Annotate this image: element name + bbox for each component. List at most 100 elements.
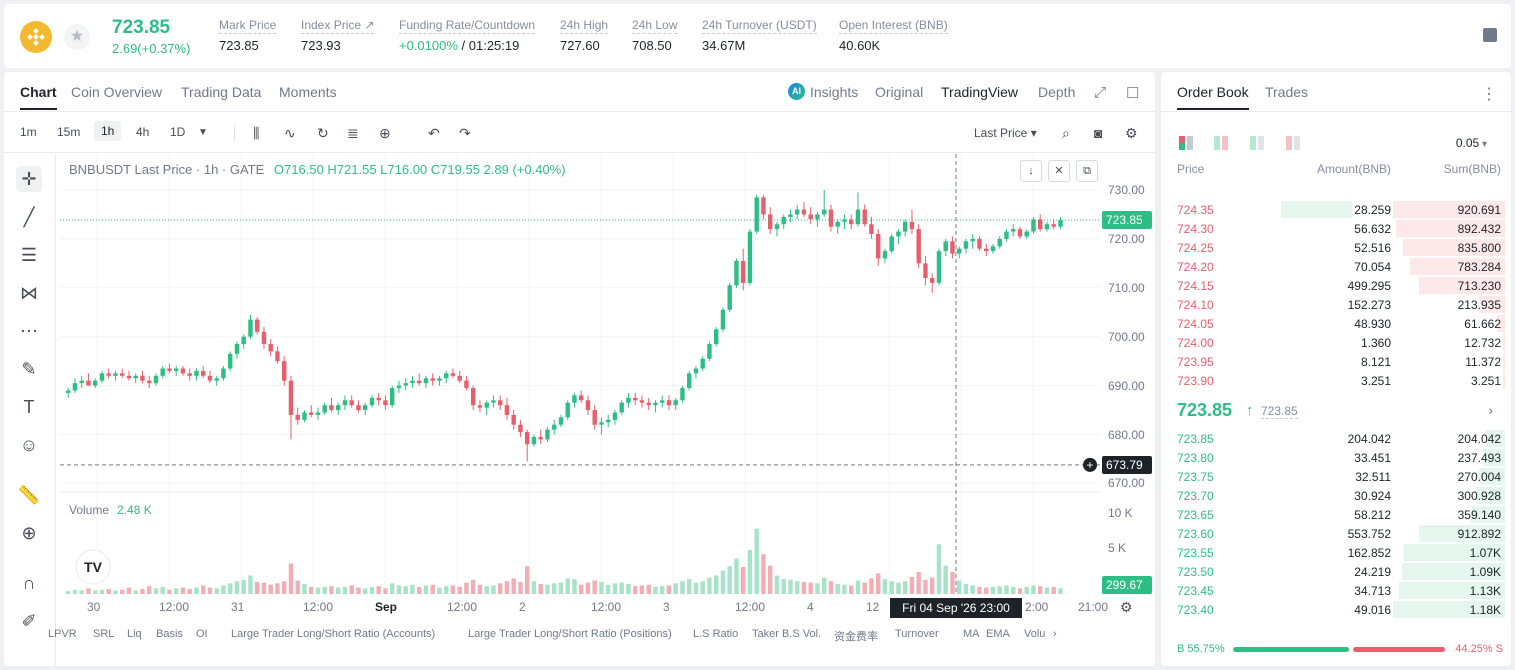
guide-book-icon[interactable] [1483,28,1497,42]
ask-row[interactable]: 723.95 8.121 11.372 [1161,352,1511,371]
undo-icon[interactable]: ↶ [428,125,440,141]
tick-size-select[interactable]: 0.05 [1456,136,1487,150]
expand-icon[interactable]: ⤢ [1094,84,1107,101]
tab-order-book[interactable]: Order Book [1177,84,1249,110]
pattern-icon[interactable]: ⋈ [20,283,38,303]
indicator-item[interactable]: Basis [156,628,183,640]
price-source-select[interactable]: Last Price ▾ [974,126,1037,140]
axis-settings-icon[interactable]: ⚙ [1120,599,1133,615]
price-chart[interactable]: + TV BNBUSDT Last Price · 1h · GATE O716.… [60,154,1100,666]
candle [153,373,159,386]
bid-price: 723.50 [1177,565,1214,579]
tab-depth[interactable]: Depth [1038,84,1076,100]
search-icon[interactable]: ⌕ [1062,125,1070,141]
indicator-item[interactable]: MA [963,628,980,640]
indicator-item[interactable]: LPVR [48,628,77,640]
time-tick-label: 12:00 [591,600,622,614]
bid-row[interactable]: 723.50 24.219 1.09K [1161,562,1511,581]
templates-icon[interactable]: ≣ [347,125,359,141]
ask-row[interactable]: 723.90 3.251 3.251 [1161,371,1511,390]
candle-type-icon[interactable]: ⫼ [253,125,260,141]
view-asks-icon[interactable] [1286,136,1302,150]
popout-window-icon[interactable]: ☐ [1126,85,1140,102]
orderbook-mid-price[interactable]: 723.85 ↑ 723.85 › [1177,400,1507,422]
volume-axis-label: 299.67 [1102,576,1152,594]
indicator-item[interactable]: Taker B.S Vol. [752,628,822,640]
stat-index-price[interactable]: Index Price ↗ 723.93 [301,18,375,53]
depth-bar [1418,277,1505,294]
timeframe-4h[interactable]: 4h [136,125,150,139]
chevron-right-icon[interactable]: › [1488,402,1493,418]
bid-row[interactable]: 723.70 30.924 300.928 [1161,486,1511,505]
timeframe-dropdown-icon[interactable]: ▼ [198,127,208,138]
indicator-item[interactable]: 资金费率 [834,631,878,643]
tab-trades[interactable]: Trades [1265,84,1309,100]
timeframe-1h[interactable]: 1h [94,121,122,141]
timeframe-1d[interactable]: 1D [170,125,186,139]
timeframe-1m[interactable]: 1m [20,125,37,139]
indicator-item[interactable]: Turnover [895,628,939,640]
indicator-item[interactable]: Liq [127,628,142,640]
indicator-item[interactable]: Large Trader Long/Short Ratio (Accounts) [231,628,436,640]
indicator-item[interactable]: › [1053,628,1057,640]
bid-row[interactable]: 723.75 32.511 270.004 [1161,467,1511,486]
collapse-icon[interactable]: ✕ [1048,160,1070,182]
indicator-item[interactable]: Large Trader Long/Short Ratio (Positions… [468,628,672,640]
bid-row[interactable]: 723.40 49.016 1.18K [1161,600,1511,619]
bid-row[interactable]: 723.55 162.852 1.07K [1161,543,1511,562]
tab-insights[interactable]: Insights [810,84,859,100]
indicators-icon[interactable]: ∿ [284,125,296,141]
timeframe-15m[interactable]: 15m [57,125,81,139]
volume-label: Volume [69,503,110,517]
tab-trading-data[interactable]: Trading Data [181,84,262,100]
horizontal-lines-icon[interactable]: ☰ [20,245,38,265]
magnet-icon[interactable]: ∩ [22,573,36,593]
view-both-icon[interactable] [1179,136,1195,150]
tab-chart[interactable]: Chart [20,84,57,110]
ask-row[interactable]: 724.20 70.054 783.284 [1161,257,1511,276]
alert-add-icon[interactable]: ⊕ [379,125,391,141]
settings-gear-icon[interactable]: ⚙ [1125,125,1138,141]
trend-line-icon[interactable]: ╱ [23,207,35,227]
tab-moments[interactable]: Moments [279,84,337,100]
screenshot-camera-icon[interactable]: ◙ [1094,125,1103,141]
bid-row[interactable]: 723.65 58.212 359.140 [1161,505,1511,524]
ruler-icon[interactable]: 📏 [17,485,41,505]
redo-icon[interactable]: ↷ [459,125,471,141]
ask-row[interactable]: 724.25 52.516 835.800 [1161,238,1511,257]
more-options-icon[interactable]: ⋮ [1481,86,1497,103]
bid-row[interactable]: 723.60 553.752 912.892 [1161,524,1511,543]
emoji-icon[interactable]: ☺ [19,435,39,455]
ask-row[interactable]: 724.15 499.295 713.230 [1161,276,1511,295]
price-axis[interactable]: 730.00 720.00 710.00 700.00 690.00 680.00 670.… [1100,154,1155,594]
bid-row[interactable]: 723.45 34.713 1.13K [1161,581,1511,600]
maximize-pane-icon[interactable]: ⧉ [1076,160,1098,182]
zoom-in-icon[interactable]: ⊕ [21,523,37,543]
ask-row[interactable]: 724.30 56.632 892.432 [1161,219,1511,238]
candlestick-chart-svg[interactable]: + TV [60,154,1100,666]
compare-icon[interactable]: ↻ [317,125,329,141]
bid-row[interactable]: 723.85 204.042 204.042 [1161,429,1511,448]
ask-row[interactable]: 724.05 48.930 61.662 [1161,314,1511,333]
text-tool-icon[interactable]: T [23,397,35,417]
pencil-lock-icon[interactable]: ✐ [21,611,37,631]
favorite-star-icon[interactable]: ★ [64,24,90,50]
ask-row[interactable]: 724.00 1.360 12.732 [1161,333,1511,352]
indicator-item[interactable]: EMA [986,628,1010,640]
tab-original[interactable]: Original [875,84,924,100]
indicator-item[interactable]: Volu [1024,628,1046,640]
view-both-alt-icon[interactable] [1214,136,1230,150]
ask-row[interactable]: 724.35 28.259 920.691 [1161,200,1511,219]
scroll-down-icon[interactable]: ↓ [1020,160,1042,182]
indicator-item[interactable]: OI [196,628,208,640]
crosshair-icon[interactable]: ✛ [16,166,42,192]
fib-retracement-icon[interactable]: ⋯ [20,321,38,341]
tab-tradingview[interactable]: TradingView [941,84,1019,100]
indicator-item[interactable]: SRL [93,628,115,640]
bid-row[interactable]: 723.80 33.451 237.493 [1161,448,1511,467]
indicator-item[interactable]: L.S Ratio [693,628,739,640]
view-bids-icon[interactable] [1250,136,1266,150]
ask-row[interactable]: 724.10 152.273 213.935 [1161,295,1511,314]
brush-icon[interactable]: ✎ [21,359,37,379]
tab-coin-overview[interactable]: Coin Overview [71,84,163,100]
